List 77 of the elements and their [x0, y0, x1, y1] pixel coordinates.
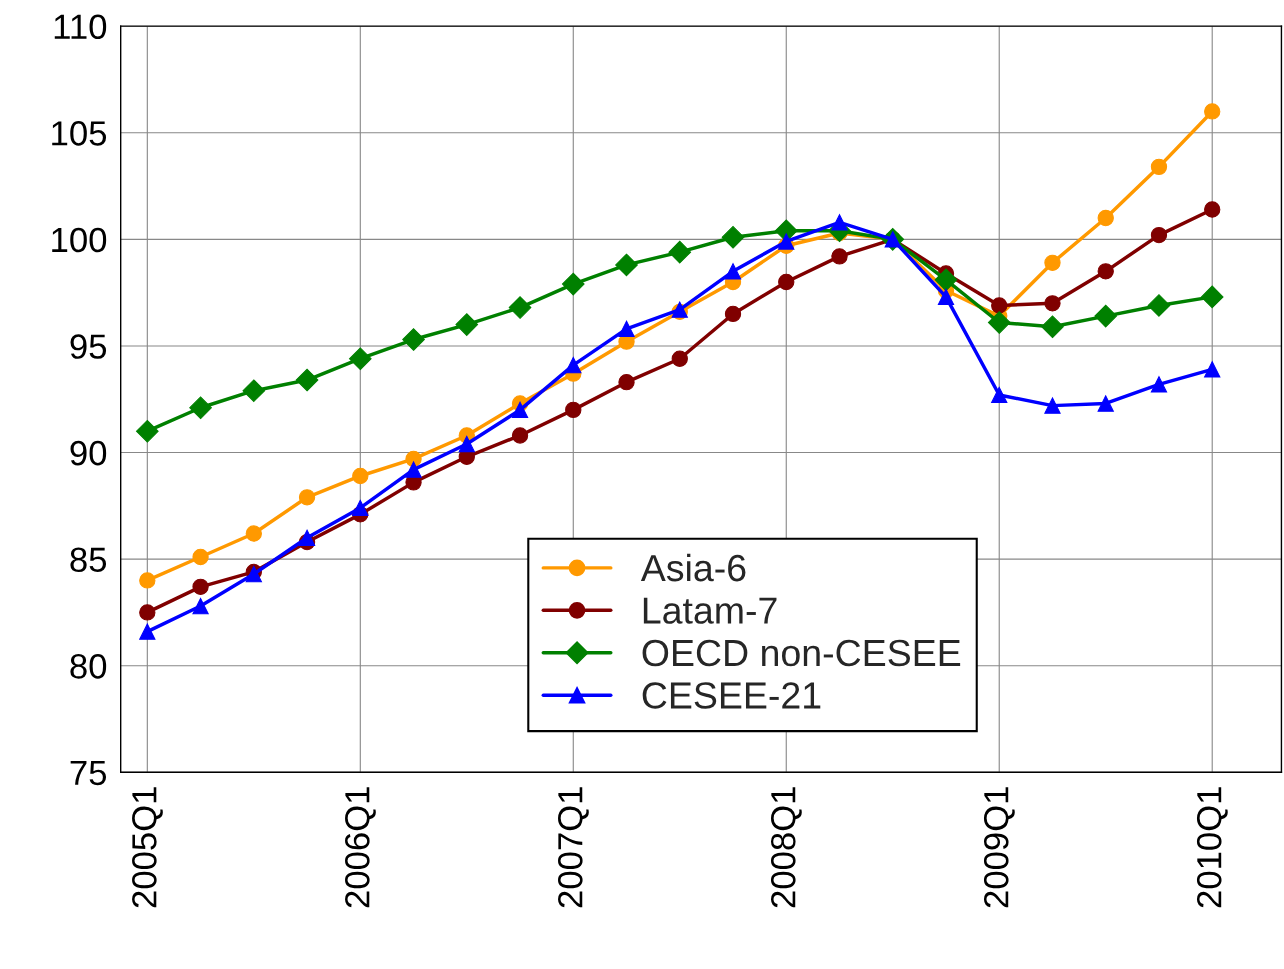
x-tick-label: 2007Q1 [558, 787, 589, 908]
point [991, 386, 1008, 404]
point [298, 529, 316, 546]
point [242, 379, 266, 403]
x-tick-label: 2005Q1 [132, 787, 163, 908]
point [352, 467, 369, 485]
point [192, 548, 209, 566]
point [618, 374, 635, 391]
point [831, 214, 848, 231]
point [1150, 226, 1168, 244]
x-tick-label: 2009Q1 [983, 787, 1015, 908]
point [139, 572, 156, 589]
point [245, 525, 262, 542]
y-tick-label: 75 [70, 760, 107, 786]
point [192, 597, 209, 615]
point [1044, 295, 1061, 312]
point [618, 320, 635, 338]
point [724, 305, 742, 323]
point [668, 240, 692, 264]
point [511, 427, 529, 444]
x-tick-label: 2010Q1 [1196, 787, 1228, 908]
point [139, 623, 156, 640]
point [1200, 285, 1224, 309]
point [937, 288, 955, 306]
point [1094, 304, 1118, 328]
point [991, 297, 1008, 314]
point [615, 253, 638, 277]
point [402, 328, 425, 351]
point [136, 419, 159, 443]
point [778, 233, 795, 250]
point [565, 356, 582, 374]
point [458, 435, 475, 453]
point [189, 396, 212, 420]
point [1150, 376, 1168, 393]
point [1097, 209, 1114, 227]
y-tick-label: 90 [70, 440, 107, 466]
y-tick-label: 105 [52, 121, 107, 146]
point [295, 368, 319, 392]
point [724, 263, 742, 280]
point [405, 461, 422, 478]
point [352, 499, 369, 517]
legend-label: Asia-6 [640, 553, 746, 582]
point [348, 347, 372, 371]
point [1204, 103, 1221, 120]
point [721, 225, 745, 249]
y-tick-label: 100 [52, 227, 107, 253]
point [1204, 201, 1221, 218]
legend-label: OECD non-CESEE [642, 639, 961, 667]
point [1097, 395, 1114, 412]
point [1044, 254, 1061, 271]
point [934, 268, 958, 292]
point [139, 604, 156, 621]
point [565, 401, 582, 419]
point [561, 272, 585, 296]
point [987, 311, 1011, 334]
point [1204, 361, 1221, 378]
point [778, 273, 795, 291]
x-tick-label: 2008Q1 [770, 787, 802, 908]
point [1044, 397, 1061, 414]
point [1097, 263, 1114, 280]
point [1150, 158, 1168, 176]
x-tick-label: 2006Q1 [345, 787, 376, 908]
point [671, 350, 688, 367]
y-tick-label: 95 [70, 334, 107, 359]
point [831, 248, 848, 265]
point [455, 313, 479, 336]
point [1147, 294, 1171, 317]
y-tick-label: 80 [70, 654, 107, 679]
y-tick-label: 85 [70, 547, 107, 573]
point [298, 489, 316, 506]
legend-label: Latam-7 [643, 597, 777, 624]
point [192, 578, 209, 595]
point [508, 296, 532, 319]
legend-label: CESEE-21 [642, 682, 821, 709]
y-tick-label: 110 [54, 14, 107, 40]
point [511, 401, 529, 419]
point [1041, 315, 1064, 339]
